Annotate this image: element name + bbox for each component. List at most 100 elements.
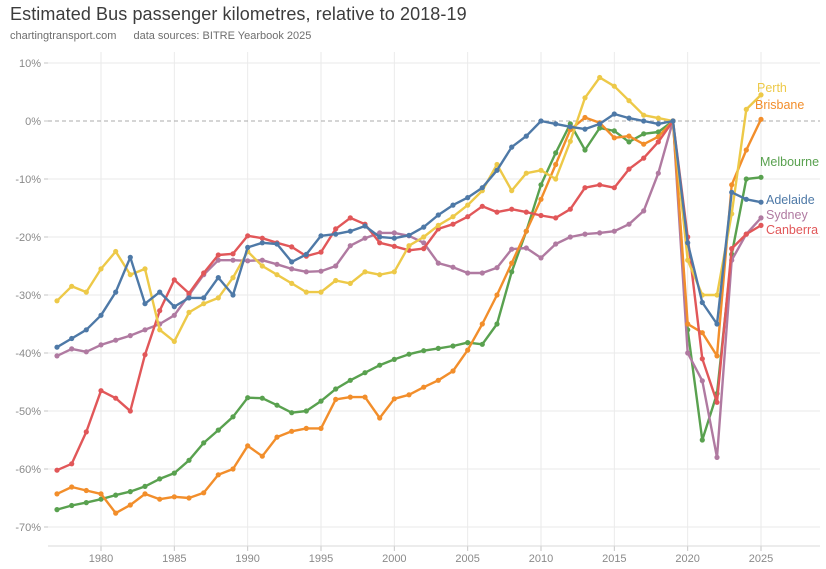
- data-point-adelaide-1995: [318, 233, 324, 239]
- data-point-melbourne-1990: [245, 395, 251, 401]
- data-point-brisbane-2015: [611, 135, 617, 141]
- data-point-canberra-1982: [127, 408, 133, 414]
- series-label-perth: Perth: [757, 81, 787, 95]
- data-point-adelaide-2011: [553, 121, 559, 127]
- data-point-sydney-2012: [567, 234, 573, 240]
- data-point-canberra-1983: [142, 352, 148, 358]
- data-point-adelaide-2023: [729, 189, 735, 195]
- data-point-adelaide-2022: [714, 321, 720, 327]
- data-point-brisbane-2023: [729, 182, 735, 188]
- data-point-melbourne-1995: [318, 398, 324, 404]
- data-point-perth-1979: [83, 289, 89, 295]
- data-point-perth-1995: [318, 289, 324, 295]
- data-point-brisbane-2013: [582, 114, 588, 121]
- data-point-sydney-2021: [699, 378, 705, 384]
- data-point-canberra-2005: [465, 214, 471, 220]
- series-markers-adelaide: [54, 111, 764, 350]
- data-point-adelaide-1998: [362, 223, 368, 229]
- data-point-perth-1992: [274, 272, 280, 278]
- data-point-canberra-2012: [567, 206, 573, 212]
- data-point-brisbane-2004: [450, 368, 456, 374]
- data-point-canberra-2006: [479, 203, 485, 209]
- data-point-brisbane-2017: [641, 141, 647, 147]
- data-point-adelaide-1999: [377, 234, 383, 240]
- data-point-adelaide-2009: [523, 133, 529, 139]
- data-point-perth-1994: [303, 289, 309, 295]
- data-point-brisbane-1981: [113, 510, 119, 516]
- data-point-brisbane-1978: [69, 484, 75, 490]
- data-point-canberra-1996: [333, 226, 339, 232]
- data-point-melbourne-2018: [655, 129, 661, 135]
- data-point-adelaide-2003: [435, 212, 441, 218]
- data-point-brisbane-1994: [303, 425, 309, 431]
- data-point-canberra-1977: [54, 467, 60, 473]
- data-point-perth-1991: [259, 263, 265, 269]
- data-point-adelaide-2025: [758, 199, 764, 205]
- data-point-brisbane-2011: [553, 161, 559, 168]
- data-point-brisbane-1985: [171, 494, 177, 500]
- data-point-adelaide-2024: [743, 196, 749, 202]
- data-point-sydney-1985: [171, 312, 177, 318]
- data-point-sydney-2013: [582, 231, 588, 237]
- data-point-adelaide-1981: [113, 289, 119, 295]
- data-point-melbourne-2024: [743, 176, 749, 182]
- y-axis-label--70: -70%: [15, 522, 41, 534]
- data-point-canberra-2009: [523, 209, 529, 215]
- data-point-brisbane-1998: [362, 394, 368, 400]
- data-point-adelaide-2012: [567, 124, 573, 130]
- data-point-sydney-1989: [230, 257, 236, 263]
- series-line-brisbane: [55, 116, 763, 515]
- series-markers-perth: [54, 74, 764, 344]
- data-point-perth-2000: [391, 269, 397, 275]
- series-label-sydney: Sydney: [766, 208, 808, 222]
- x-axis-label-2000: 2000: [382, 553, 406, 565]
- data-point-sydney-1977: [54, 353, 60, 359]
- data-point-canberra-1989: [230, 251, 236, 257]
- data-point-melbourne-1983: [142, 483, 148, 489]
- data-point-canberra-1997: [347, 215, 353, 221]
- x-axis-label-1980: 1980: [89, 553, 113, 565]
- data-point-sydney-1978: [69, 346, 75, 352]
- data-point-adelaide-1986: [186, 295, 192, 301]
- data-point-canberra-1993: [289, 244, 295, 250]
- data-point-adelaide-1993: [289, 259, 295, 265]
- data-point-sydney-1990: [245, 258, 251, 264]
- data-point-adelaide-1987: [201, 295, 207, 301]
- data-point-adelaide-1996: [333, 231, 339, 237]
- data-point-melbourne-2008: [509, 269, 515, 275]
- data-point-canberra-2016: [626, 166, 632, 172]
- data-point-brisbane-2007: [494, 292, 500, 298]
- data-point-brisbane-1977: [54, 491, 60, 497]
- data-point-brisbane-2008: [509, 260, 515, 266]
- data-point-perth-2011: [553, 176, 559, 182]
- y-axis-label--40: -40%: [15, 348, 41, 360]
- series-markers-canberra: [54, 118, 764, 473]
- data-point-perth-1998: [362, 269, 368, 275]
- data-point-perth-2012: [567, 138, 573, 144]
- data-point-brisbane-2010: [538, 196, 544, 202]
- data-point-canberra-2022: [714, 399, 720, 405]
- data-point-melbourne-1981: [113, 492, 119, 498]
- data-point-adelaide-2019: [670, 118, 676, 124]
- data-point-melbourne-1992: [274, 402, 280, 408]
- data-point-sydney-1981: [113, 337, 119, 343]
- data-point-melbourne-2017: [641, 131, 647, 137]
- data-point-brisbane-1992: [274, 434, 280, 440]
- x-axis-label-1990: 1990: [235, 553, 259, 565]
- data-point-sydney-2006: [479, 270, 485, 276]
- data-point-brisbane-2002: [421, 384, 427, 390]
- data-point-melbourne-2016: [626, 139, 632, 145]
- data-point-perth-2001: [406, 243, 412, 249]
- data-point-brisbane-2005: [465, 347, 471, 353]
- data-point-brisbane-1987: [201, 490, 207, 496]
- data-point-canberra-2011: [553, 215, 559, 221]
- data-point-melbourne-2013: [582, 147, 588, 153]
- data-point-canberra-2023: [729, 246, 735, 252]
- data-point-sydney-2011: [553, 241, 559, 247]
- series-label-brisbane: Brisbane: [755, 98, 804, 112]
- data-point-canberra-2000: [391, 243, 397, 249]
- data-point-perth-1996: [333, 277, 339, 284]
- data-point-adelaide-2000: [391, 235, 397, 241]
- data-point-canberra-1981: [113, 395, 119, 401]
- data-point-perth-1989: [230, 275, 236, 281]
